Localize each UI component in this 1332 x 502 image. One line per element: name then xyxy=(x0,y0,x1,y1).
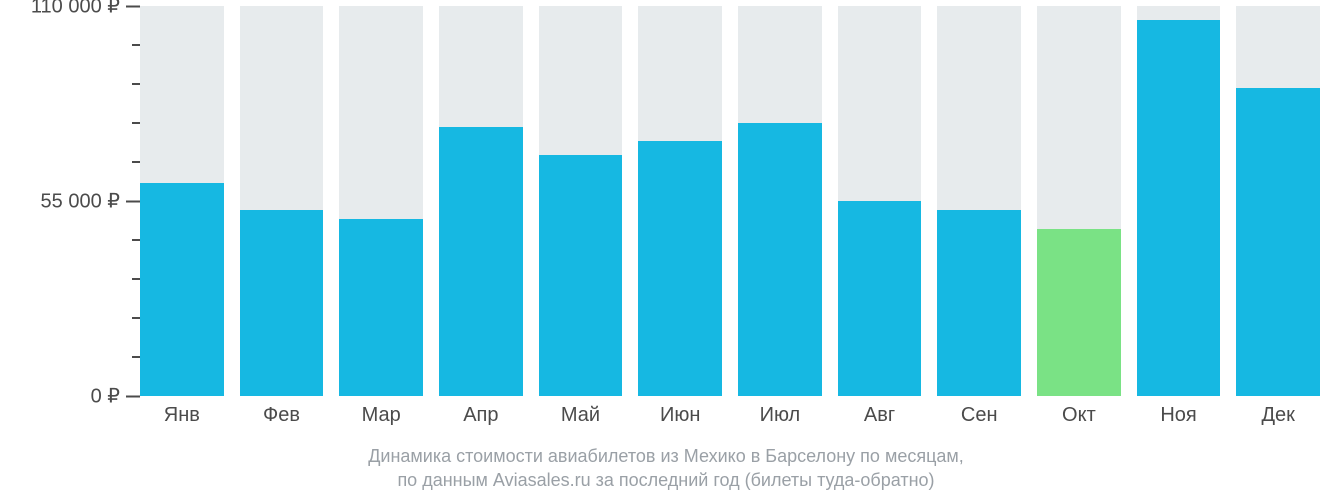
plot-area xyxy=(140,6,1320,396)
chart-column xyxy=(439,6,523,396)
y-minor-tick xyxy=(132,317,140,319)
y-tick-mark xyxy=(132,83,140,85)
chart-caption: Динамика стоимости авиабилетов из Мехико… xyxy=(0,444,1332,492)
x-tick-label: Фев xyxy=(240,404,324,427)
y-minor-tick xyxy=(132,161,140,163)
bar xyxy=(339,219,423,396)
x-tick-label: Июл xyxy=(738,404,822,427)
y-tick-mark xyxy=(132,278,140,280)
y-major-tick: 0 ₽ xyxy=(91,384,140,409)
chart-column xyxy=(738,6,822,396)
y-tick-mark xyxy=(132,44,140,46)
y-tick-mark xyxy=(132,122,140,124)
y-axis: 0 ₽55 000 ₽110 000 ₽ xyxy=(0,6,140,396)
bar xyxy=(1236,88,1320,396)
x-tick-label: Окт xyxy=(1037,404,1121,427)
y-tick-mark xyxy=(126,200,140,202)
bar xyxy=(838,201,922,396)
chart-column xyxy=(638,6,722,396)
bar xyxy=(240,210,324,396)
x-tick-label: Май xyxy=(539,404,623,427)
y-tick-label: 110 000 ₽ xyxy=(31,0,126,19)
chart-column xyxy=(1037,6,1121,396)
y-tick-mark xyxy=(132,239,140,241)
x-tick-label: Янв xyxy=(140,404,224,427)
x-tick-label: Ноя xyxy=(1137,404,1221,427)
x-tick-label: Июн xyxy=(638,404,722,427)
chart-column xyxy=(1236,6,1320,396)
y-minor-tick xyxy=(132,278,140,280)
bar xyxy=(738,123,822,396)
y-tick-mark xyxy=(132,356,140,358)
chart-column xyxy=(1137,6,1221,396)
y-major-tick: 110 000 ₽ xyxy=(31,0,140,19)
price-by-month-chart: 0 ₽55 000 ₽110 000 ₽ ЯнвФевМарАпрМайИюнИ… xyxy=(0,0,1332,502)
x-tick-label: Авг xyxy=(838,404,922,427)
bar xyxy=(1137,20,1221,396)
y-minor-tick xyxy=(132,356,140,358)
y-minor-tick xyxy=(132,44,140,46)
y-tick-mark xyxy=(126,395,140,397)
y-major-tick: 55 000 ₽ xyxy=(41,189,140,214)
y-minor-tick xyxy=(132,239,140,241)
y-minor-tick xyxy=(132,83,140,85)
x-tick-label: Дек xyxy=(1236,404,1320,427)
chart-column xyxy=(539,6,623,396)
x-tick-label: Мар xyxy=(339,404,423,427)
chart-column xyxy=(140,6,224,396)
x-tick-label: Сен xyxy=(937,404,1021,427)
chart-column xyxy=(838,6,922,396)
y-tick-mark xyxy=(132,317,140,319)
chart-column xyxy=(240,6,324,396)
y-tick-mark xyxy=(126,5,140,7)
chart-column xyxy=(937,6,1021,396)
y-tick-label: 0 ₽ xyxy=(91,384,126,409)
bar xyxy=(140,183,224,396)
bar xyxy=(1037,229,1121,396)
bar xyxy=(937,210,1021,396)
y-tick-mark xyxy=(132,161,140,163)
x-tick-label: Апр xyxy=(439,404,523,427)
caption-line-1: Динамика стоимости авиабилетов из Мехико… xyxy=(0,444,1332,468)
caption-line-2: по данным Aviasales.ru за последний год … xyxy=(0,468,1332,492)
bar xyxy=(539,155,623,396)
y-tick-label: 55 000 ₽ xyxy=(41,189,126,214)
x-axis-labels: Янв Фев Мар Апр Май Июн Июл Авг Сен Окт Ноя Дек xyxy=(140,404,1320,427)
y-minor-tick xyxy=(132,122,140,124)
chart-column xyxy=(339,6,423,396)
bar xyxy=(439,127,523,396)
bar xyxy=(638,141,722,396)
